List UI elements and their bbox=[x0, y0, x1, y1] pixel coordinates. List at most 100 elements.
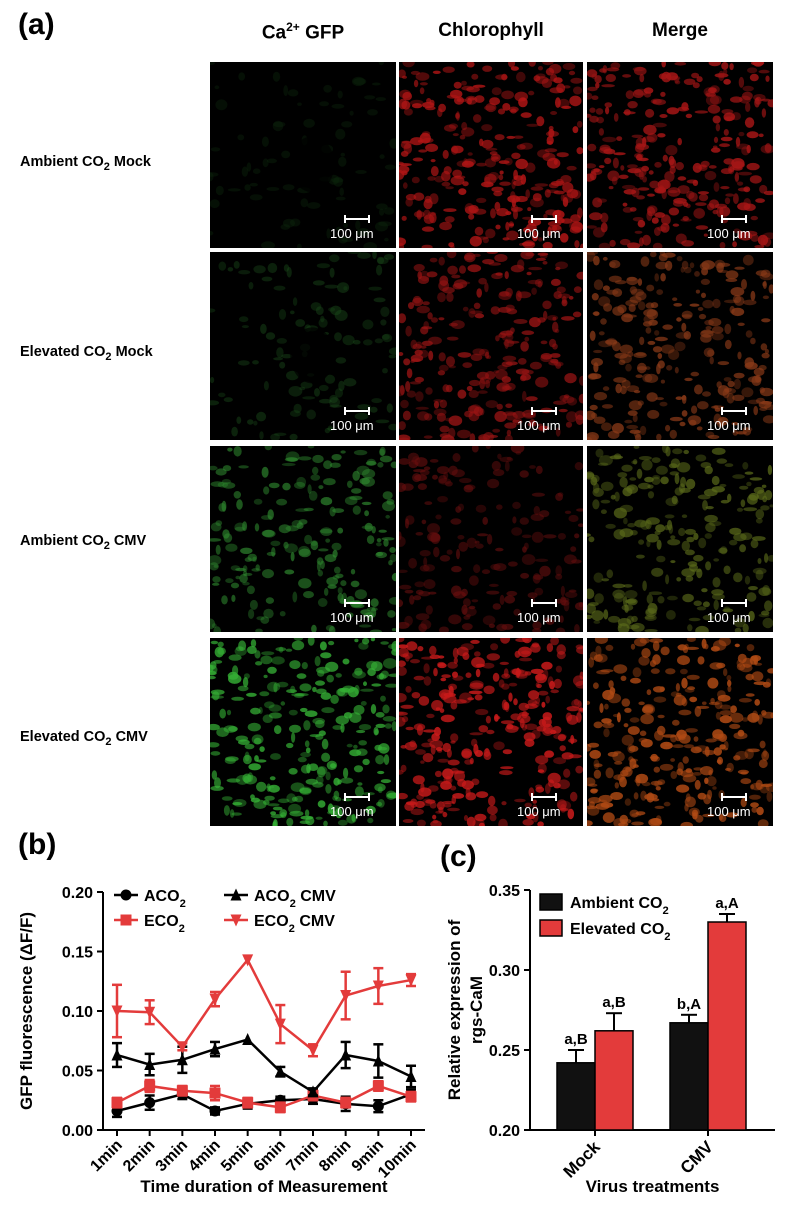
legend-label: Elevated CO2 bbox=[570, 921, 671, 943]
data-point bbox=[144, 1058, 156, 1071]
scale-bar-label: 100 μm bbox=[330, 804, 374, 819]
y-tick-label: 0.10 bbox=[62, 1004, 93, 1021]
bar-annotation: b,A bbox=[677, 996, 701, 1013]
y-tick-label: 0.05 bbox=[62, 1064, 93, 1081]
column-header-chlorophyll: Chlorophyll bbox=[438, 20, 544, 41]
scale-bar-label: 100 μm bbox=[707, 610, 751, 625]
scale-bar-label: 100 μm bbox=[707, 226, 751, 241]
micrograph-elevated-cmv-gfp: 100 μm bbox=[210, 638, 396, 826]
legend-label: ECO2 CMV bbox=[254, 913, 335, 935]
legend-swatch bbox=[539, 919, 563, 937]
data-point bbox=[340, 1048, 352, 1061]
data-point bbox=[111, 1048, 123, 1061]
scale-bar-label: 100 μm bbox=[707, 418, 751, 433]
scale-bar bbox=[344, 407, 370, 415]
data-point bbox=[242, 1033, 254, 1046]
panel-a-letter: (a) bbox=[18, 8, 55, 41]
legend: Ambient CO2 Elevated CO2 bbox=[539, 893, 671, 943]
scale-bar bbox=[721, 407, 747, 415]
data-point bbox=[274, 1018, 286, 1031]
micrograph-ambient-mock-gfp: 100 μm bbox=[210, 62, 396, 248]
series-line bbox=[116, 1038, 412, 1094]
scale-bar bbox=[531, 599, 557, 607]
series-2 bbox=[111, 1033, 417, 1098]
bar-annotation: a,B bbox=[602, 994, 626, 1011]
x-tick-label: 8min bbox=[316, 1137, 354, 1175]
x-tick-label: CMV bbox=[677, 1137, 718, 1178]
data-point bbox=[144, 1006, 156, 1019]
x-tick-label: 4min bbox=[185, 1137, 223, 1175]
scale-bar-label: 100 μm bbox=[707, 804, 751, 819]
scale-bar bbox=[721, 599, 747, 607]
row-label-elevated-cmv: Elevated CO2 CMV bbox=[20, 729, 148, 748]
legend-marker bbox=[230, 888, 242, 901]
data-point bbox=[405, 1091, 417, 1103]
series-3 bbox=[111, 954, 417, 1058]
scale-bar-label: 100 μm bbox=[330, 226, 374, 241]
scale-bar bbox=[721, 793, 747, 801]
scale-bar-label: 100 μm bbox=[517, 418, 561, 433]
bar-chart-rgs-cam: 0.20 0.25 0.30 0.35 Mock a,B a,B CMV b,A a,A Virus… bbox=[445, 883, 775, 1196]
data-point bbox=[307, 1044, 319, 1057]
data-point bbox=[372, 1100, 384, 1112]
data-point bbox=[176, 1041, 188, 1054]
data-point bbox=[209, 1087, 221, 1099]
series-0 bbox=[111, 1088, 417, 1119]
y-axis-label: GFP fluorescence (ΔF/F) bbox=[17, 912, 36, 1110]
bar bbox=[594, 1030, 634, 1131]
micrograph-ambient-mock-merge: 100 μm bbox=[587, 62, 773, 248]
y-tick-label: 0.30 bbox=[489, 963, 520, 980]
legend: ACO2 ECO2 ACO2 CMV ECO2 CMV bbox=[114, 888, 336, 935]
x-tick-label: 3min bbox=[153, 1137, 191, 1175]
scale-bar bbox=[344, 599, 370, 607]
row-label-ambient-cmv: Ambient CO2 CMV bbox=[20, 533, 147, 552]
legend-swatch bbox=[539, 893, 563, 911]
data-point bbox=[144, 1097, 156, 1109]
legend-label: Ambient CO2 bbox=[570, 895, 669, 917]
y-tick-label: 0.20 bbox=[489, 1123, 520, 1140]
data-point bbox=[372, 1080, 384, 1092]
data-point bbox=[111, 1097, 123, 1109]
micrograph-ambient-cmv-chlorophyll: 100 μm bbox=[399, 446, 583, 632]
data-point bbox=[111, 1005, 123, 1018]
x-tick-label: Mock bbox=[560, 1137, 605, 1182]
line-chart-gfp-fluorescence: 0.00 0.05 0.10 0.15 0.20 1min2min3min4min5min… bbox=[17, 885, 425, 1196]
bar-group-mock-0: a,B bbox=[556, 1031, 596, 1131]
micrograph-elevated-mock-gfp: 100 μm bbox=[210, 252, 396, 440]
scale-bar bbox=[531, 793, 557, 801]
y-tick-label: 0.00 bbox=[62, 1123, 93, 1140]
bar bbox=[669, 1022, 709, 1131]
data-point bbox=[176, 1085, 188, 1097]
legend-label: ECO2 bbox=[144, 913, 185, 935]
scale-bar-label: 100 μm bbox=[330, 610, 374, 625]
micrograph-elevated-cmv-merge: 100 μm bbox=[587, 638, 773, 826]
legend-marker bbox=[120, 889, 132, 901]
y-axis-label: Relative expression of bbox=[445, 919, 464, 1100]
scale-bar-label: 100 μm bbox=[517, 610, 561, 625]
row-label-elevated-mock: Elevated CO2 Mock bbox=[20, 344, 153, 363]
x-tick-label: 1min bbox=[87, 1137, 125, 1175]
bar-group-mock-1: a,B bbox=[594, 994, 634, 1131]
scale-bar bbox=[531, 407, 557, 415]
data-point bbox=[405, 1069, 417, 1082]
data-point bbox=[176, 1053, 188, 1066]
micrograph-ambient-cmv-merge: 100 μm bbox=[587, 446, 773, 632]
micrograph-elevated-mock-merge: 100 μm bbox=[587, 252, 773, 440]
data-point bbox=[274, 1101, 286, 1113]
data-point bbox=[405, 974, 417, 987]
x-axis-label: Time duration of Measurement bbox=[140, 1177, 388, 1196]
data-point bbox=[209, 993, 221, 1006]
x-tick-label: 5min bbox=[218, 1137, 256, 1175]
scale-bar bbox=[531, 215, 557, 223]
data-point bbox=[340, 990, 352, 1003]
panel-c-letter: (c) bbox=[440, 840, 477, 873]
data-point bbox=[372, 980, 384, 993]
micrograph-ambient-cmv-gfp: 100 μm bbox=[210, 446, 396, 632]
data-point bbox=[242, 954, 254, 967]
y-tick-label: 0.15 bbox=[62, 945, 93, 962]
bar bbox=[707, 921, 747, 1131]
bar-annotation: a,A bbox=[715, 895, 739, 912]
x-tick-label: 7min bbox=[283, 1137, 321, 1175]
series-line bbox=[116, 1092, 412, 1113]
scale-bar-label: 100 μm bbox=[330, 418, 374, 433]
